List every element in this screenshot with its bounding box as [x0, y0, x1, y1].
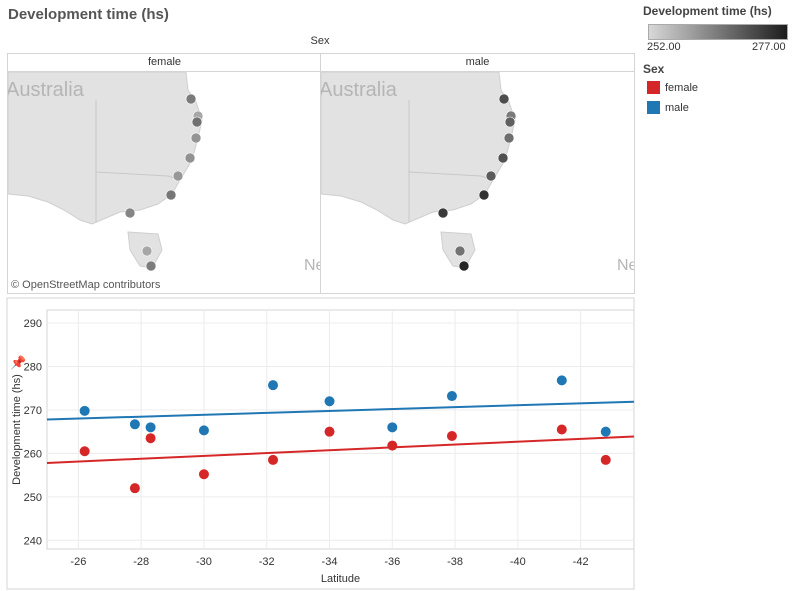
mainland-shape: [321, 72, 516, 225]
legend-swatch-male[interactable]: [647, 101, 660, 114]
x-tick-label: -30: [196, 556, 212, 568]
map-point: [184, 152, 196, 164]
y-tick-label: 270: [24, 405, 42, 417]
x-tick-label: -32: [259, 556, 275, 568]
y-tick-label: 290: [24, 318, 42, 330]
map-point: [458, 260, 470, 272]
panel-header-male: male: [320, 53, 635, 72]
column-header: Sex: [310, 35, 330, 47]
scatter-point-female: [600, 454, 611, 465]
y-axis-label: Development time (hs): [11, 374, 23, 485]
scatter-point-female: [268, 454, 279, 465]
y-tick-label: 250: [24, 492, 42, 504]
map-point: [145, 260, 157, 272]
scatter-point-female: [79, 446, 90, 457]
scatter-point-female: [198, 469, 209, 480]
scatter-point-female: [145, 433, 156, 444]
trend-line-male: [46, 400, 635, 421]
scatter-point-female: [129, 483, 140, 494]
trend-line-female: [46, 435, 635, 464]
map-point: [172, 170, 184, 182]
scatter-point-male: [198, 425, 209, 436]
x-tick-label: -42: [573, 556, 589, 568]
x-tick-label: -38: [447, 556, 463, 568]
scatter-point-male: [324, 396, 335, 407]
legend-swatch-female[interactable]: [647, 81, 660, 94]
scatter-point-female: [324, 426, 335, 437]
scatter-point-male: [129, 419, 140, 430]
map-point: [437, 207, 449, 219]
pin-icon[interactable]: 📌: [10, 355, 27, 370]
map-svg-male: Australia Ne: [321, 72, 634, 293]
map-point: [503, 132, 515, 144]
x-tick-label: -34: [322, 556, 338, 568]
map-panel-male[interactable]: Australia Ne: [320, 71, 635, 294]
scatter-point-female: [446, 431, 457, 442]
map-point: [124, 207, 136, 219]
map-country-label: Australia: [321, 79, 398, 101]
y-tick-label: 280: [24, 361, 42, 373]
scatter-point-male: [600, 426, 611, 437]
y-tick-label: 260: [24, 448, 42, 460]
map-region-label: Ne: [304, 257, 321, 274]
scatter-point-female: [556, 424, 567, 435]
map-point: [165, 189, 177, 201]
scatter-point-male: [145, 422, 156, 433]
chart-frame: [6, 297, 635, 590]
map-region-label: Ne: [617, 257, 634, 274]
plot-area: [46, 309, 635, 550]
map-point: [497, 152, 509, 164]
scatter-point-male: [446, 391, 457, 402]
map-svg-female: Australia Ne: [8, 72, 321, 293]
map-point: [504, 116, 516, 128]
x-axis-label: Latitude: [321, 573, 360, 585]
mainland-shape: [8, 72, 203, 225]
map-panel-female[interactable]: Australia Ne: [7, 71, 322, 294]
scatter-point-male: [79, 405, 90, 416]
map-point: [498, 93, 510, 105]
scatter-point-female: [387, 440, 398, 451]
scatter-point-male: [268, 380, 279, 391]
legend-label-female[interactable]: female: [665, 82, 699, 94]
y-tick-label: 240: [24, 535, 42, 547]
map-point: [454, 245, 466, 257]
sex-legend-title: Sex: [643, 62, 665, 76]
color-legend-title: Development time (hs): [643, 4, 772, 18]
color-gradient-bar: [648, 24, 788, 40]
map-point: [141, 245, 153, 257]
map-point: [190, 132, 202, 144]
page-title: Development time (hs): [8, 6, 169, 23]
x-tick-label: -36: [384, 556, 400, 568]
color-legend-min: 252.00: [647, 41, 681, 53]
x-tick-label: -28: [133, 556, 149, 568]
panel-header-female: female: [7, 53, 322, 72]
map-point: [185, 93, 197, 105]
scatter-point-male: [556, 375, 567, 386]
map-country-label: Australia: [8, 79, 85, 101]
map-point: [478, 189, 490, 201]
x-tick-label: -26: [70, 556, 86, 568]
map-point: [191, 116, 203, 128]
map-attribution[interactable]: © OpenStreetMap contributors: [11, 279, 161, 291]
color-legend-max: 277.00: [752, 41, 786, 53]
x-tick-label: -40: [510, 556, 526, 568]
map-point: [485, 170, 497, 182]
scatter-point-male: [387, 422, 398, 433]
legend-label-male[interactable]: male: [665, 102, 689, 114]
